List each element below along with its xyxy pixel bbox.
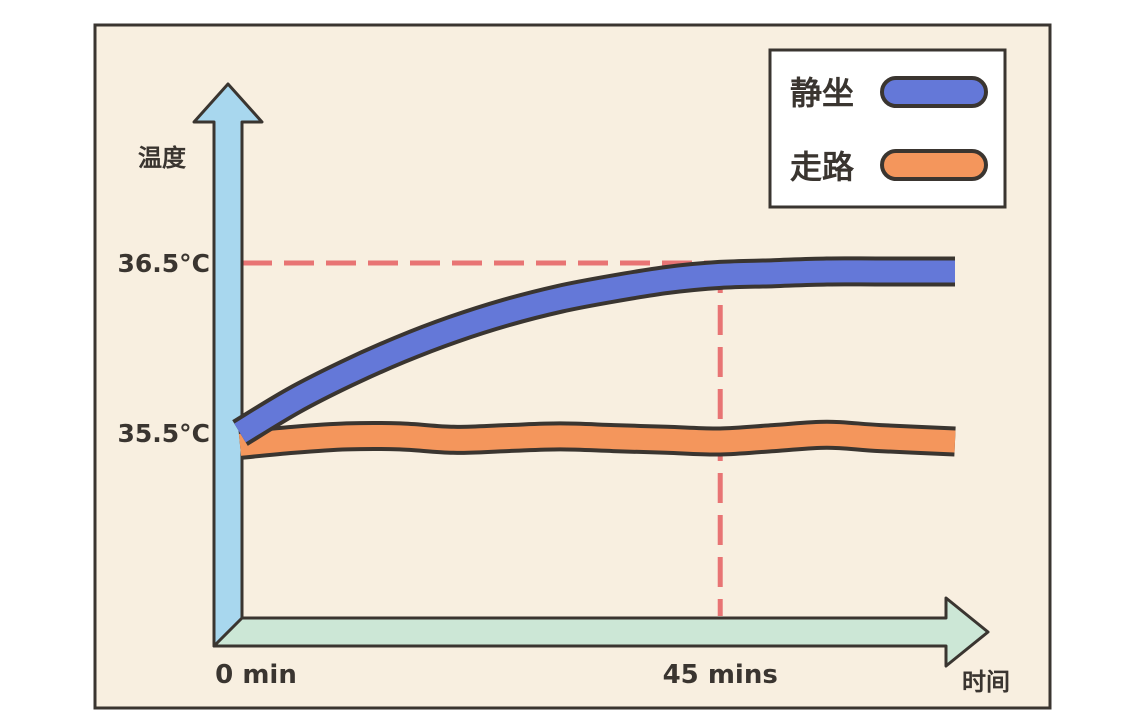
y-axis-label: 温度 bbox=[138, 144, 187, 172]
x-tick-label: 0 min bbox=[215, 660, 297, 690]
series-line-walking-point bbox=[451, 438, 455, 442]
series-line-walking-point bbox=[505, 436, 509, 440]
series-line-walking-point bbox=[772, 436, 776, 440]
legend: 静坐 走路 bbox=[768, 48, 1007, 209]
x-tick-label: 45 mins bbox=[663, 660, 778, 690]
series-line-sitting bbox=[234, 260, 955, 443]
tick-labels: 35.5°C 36.5°C 0 min 45 mins bbox=[117, 249, 777, 690]
series-line-sitting-point bbox=[451, 327, 455, 331]
series-line-sitting-point bbox=[558, 297, 562, 301]
series-line-walking-point bbox=[558, 434, 562, 438]
series-line-walking-point bbox=[291, 438, 295, 442]
series-line-sitting-point bbox=[238, 431, 242, 435]
y-tick-label: 35.5°C bbox=[117, 419, 210, 448]
series-line-sitting-point bbox=[772, 271, 776, 275]
series-line-walking-point bbox=[665, 438, 669, 442]
series-line-sitting-point bbox=[398, 348, 402, 352]
series-line-sitting-point bbox=[953, 270, 957, 274]
series-line-walking-point bbox=[825, 433, 829, 437]
series-line-walking-point bbox=[398, 434, 402, 438]
legend-label-walking: 走路 bbox=[790, 148, 855, 186]
y-axis-arrow bbox=[192, 82, 264, 648]
series-line-sitting-point bbox=[505, 310, 509, 314]
series-line-sitting-point bbox=[345, 372, 349, 376]
y-tick-label: 36.5°C bbox=[117, 249, 210, 278]
series-line-walking-point bbox=[612, 436, 616, 440]
series-line-walking-point bbox=[345, 434, 349, 438]
series-line-walking-point bbox=[718, 440, 722, 444]
legend-label-sitting: 静坐 bbox=[790, 74, 854, 112]
x-axis-arrow bbox=[212, 596, 990, 668]
series-line-walking-point bbox=[953, 440, 957, 444]
series-line-sitting-point bbox=[612, 287, 616, 291]
legend-swatch-walking bbox=[880, 149, 988, 181]
series-line-walking-point bbox=[878, 436, 882, 440]
series-line-sitting-point bbox=[291, 399, 295, 403]
series-line-sitting-point bbox=[718, 273, 722, 277]
series-line-sitting-point bbox=[665, 278, 669, 282]
series-line-walking bbox=[238, 423, 956, 456]
x-axis-label: 时间 bbox=[962, 668, 1010, 696]
series-line-sitting-point bbox=[878, 270, 882, 274]
legend-swatch-sitting bbox=[880, 76, 988, 108]
series-line-walking-point bbox=[238, 443, 242, 447]
series-line-sitting-point bbox=[825, 270, 829, 274]
series-layer bbox=[232, 256, 957, 460]
